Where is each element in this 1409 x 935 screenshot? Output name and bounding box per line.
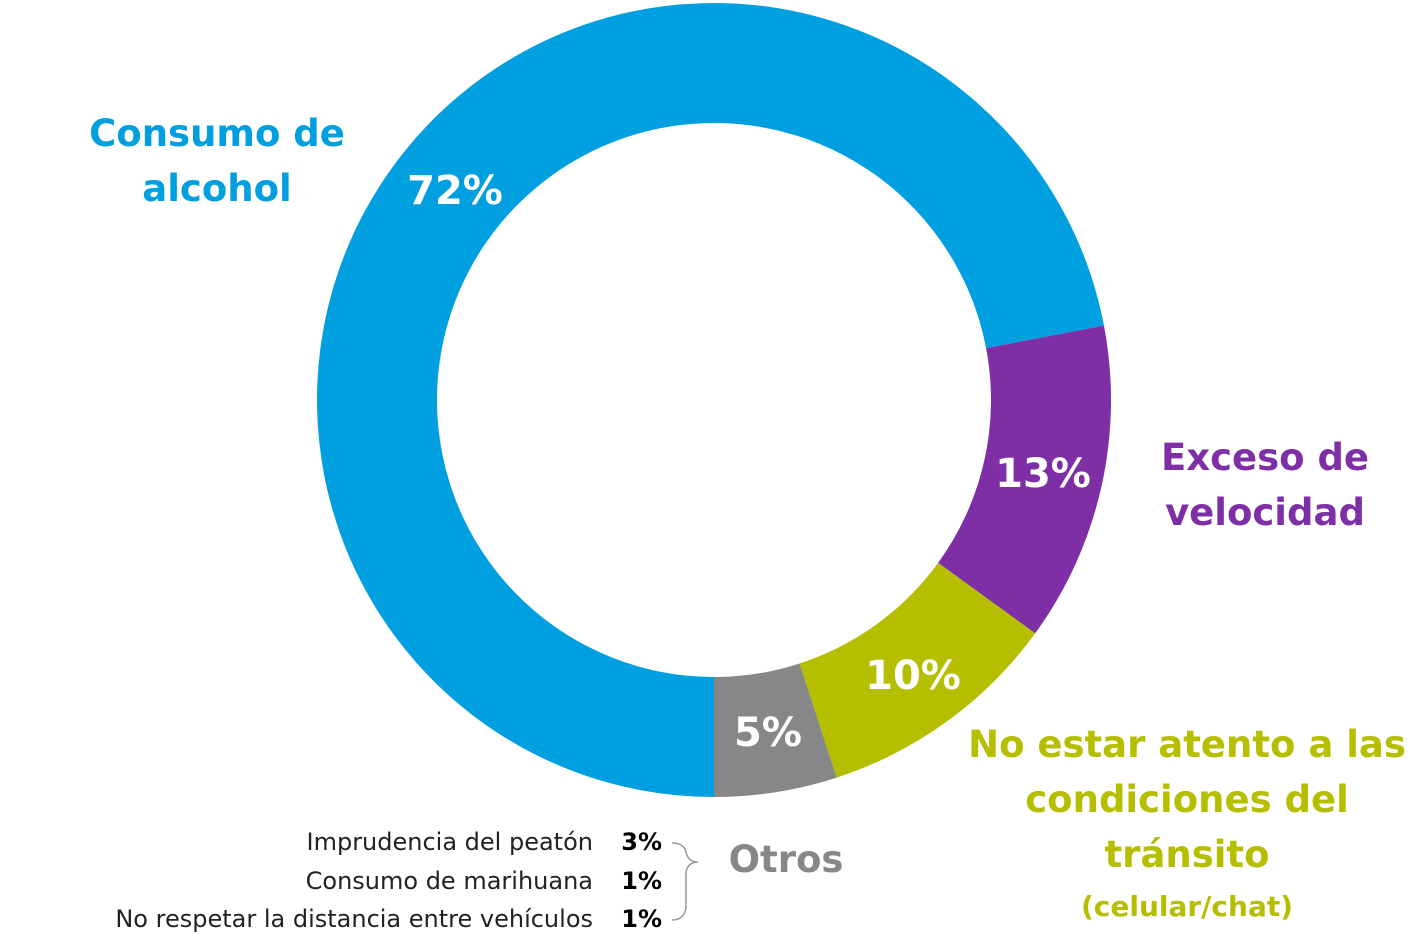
breakdown-value: 1%	[621, 905, 662, 933]
donut-segment	[938, 325, 1111, 634]
category-label: Exceso de velocidad	[1160, 436, 1370, 534]
category-label: Consumo de alcohol	[89, 112, 345, 210]
breakdown-label: No respetar la distancia entre vehículos	[115, 905, 593, 933]
breakdown-label: Consumo de marihuana	[306, 867, 593, 895]
donut-segment	[317, 2, 1104, 797]
value-label: 13%	[995, 451, 1091, 497]
category-detail: (celular/chat)	[1080, 890, 1294, 923]
donut-segment	[714, 663, 837, 797]
brace	[671, 842, 699, 921]
breakdown-value: 3%	[621, 828, 662, 856]
breakdown-label: Imprudencia del peatón	[307, 828, 594, 856]
value-label: 5%	[734, 710, 802, 756]
donut-segment	[799, 562, 1036, 778]
category-label: Otros	[728, 838, 844, 881]
value-label: 72%	[407, 168, 503, 214]
breakdown-value: 1%	[621, 867, 662, 895]
category-label: No estar atento a las condiciones del tr…	[968, 723, 1406, 876]
value-label: 10%	[865, 653, 961, 699]
